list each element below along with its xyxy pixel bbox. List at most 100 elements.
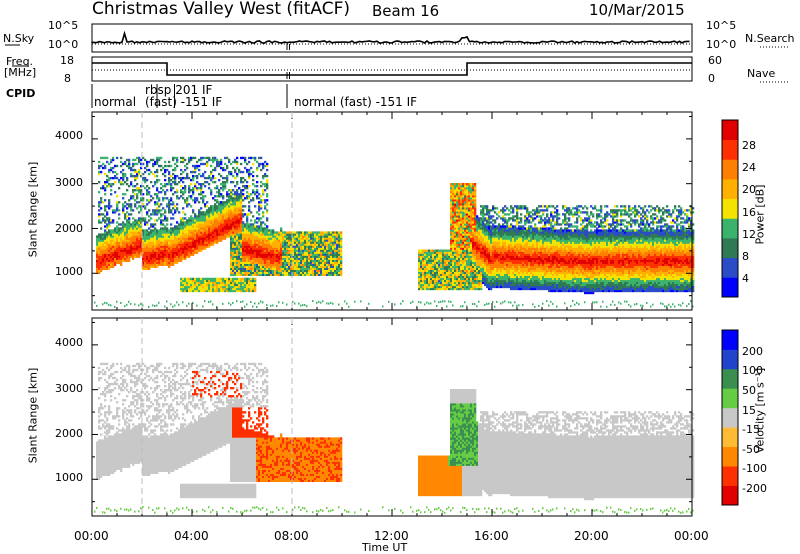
- power-cell: [252, 277, 255, 281]
- power-cell: [308, 247, 311, 250]
- power-cell: [128, 243, 131, 246]
- power-cell: [284, 265, 287, 268]
- power-cell: [424, 269, 427, 272]
- power-cell: [262, 235, 265, 238]
- power-cell: [230, 162, 233, 166]
- power-cell: [420, 253, 423, 256]
- power-cell: [106, 225, 109, 228]
- power-cell: [458, 283, 461, 287]
- power-cell: [130, 223, 133, 226]
- power-cell: [306, 231, 309, 234]
- power-cell: [456, 237, 459, 240]
- noise-cell: [298, 302, 300, 305]
- power-cell: [242, 259, 245, 262]
- power-cell: [464, 221, 467, 224]
- power-cell: [100, 243, 103, 246]
- power-cell: [464, 185, 467, 188]
- power-cell: [170, 229, 173, 232]
- power-cell: [230, 207, 233, 210]
- power-cell: [184, 253, 187, 256]
- power-cell: [468, 241, 471, 244]
- power-cell: [294, 267, 297, 270]
- power-cell: [198, 229, 201, 232]
- power-cell: [140, 231, 143, 234]
- power-cell: [122, 193, 125, 196]
- power-cell: [430, 259, 433, 262]
- power-cell: [112, 183, 115, 186]
- power-cell: [286, 253, 289, 256]
- power-cell: [112, 243, 115, 246]
- power-cell: [174, 168, 177, 172]
- power-cell: [234, 273, 237, 277]
- power-cell: [152, 164, 155, 168]
- power-cell: [244, 285, 247, 289]
- noise-cell: [300, 304, 302, 307]
- power-cell: [320, 235, 323, 238]
- power-cell: [466, 213, 469, 216]
- power-cell: [126, 251, 129, 254]
- power-cell: [266, 185, 269, 188]
- power-cell: [236, 166, 239, 170]
- power-cell: [296, 241, 299, 244]
- power-cell: [418, 279, 421, 283]
- power-cell: [116, 259, 119, 262]
- power-cell: [242, 199, 245, 202]
- power-cell: [152, 223, 155, 226]
- power-cell: [210, 158, 213, 162]
- power-cell: [244, 251, 247, 254]
- power-cell: [168, 172, 171, 176]
- power-cell: [232, 160, 235, 164]
- power-cell: [238, 199, 241, 202]
- power-cell: [130, 249, 133, 252]
- power-cell: [248, 277, 251, 281]
- power-cell: [256, 241, 259, 244]
- power-cell: [216, 287, 219, 291]
- power-cell: [332, 269, 335, 272]
- power-cell: [464, 209, 467, 212]
- power-cell: [258, 193, 261, 196]
- power-cell: [236, 241, 239, 244]
- power-cell: [434, 279, 437, 283]
- power-cell: [254, 241, 257, 244]
- power-cell: [228, 207, 231, 210]
- power-cell: [304, 241, 307, 244]
- power-cell: [126, 243, 129, 246]
- power-cell: [204, 180, 207, 184]
- power-cell: [150, 231, 153, 234]
- power-cell: [312, 247, 315, 250]
- power-cell: [310, 237, 313, 240]
- power-cell: [258, 164, 261, 168]
- power-cell: [222, 195, 225, 198]
- power-cell: [440, 249, 443, 252]
- power-cell: [324, 233, 327, 236]
- power-cell: [244, 257, 247, 260]
- power-cell: [450, 249, 453, 252]
- power-cell: [242, 281, 245, 285]
- power-cell: [276, 239, 279, 242]
- power-cell: [472, 241, 475, 244]
- power-cell: [186, 245, 189, 248]
- power-cell: [98, 170, 101, 174]
- power-cell: [134, 235, 137, 238]
- power-cell: [420, 267, 423, 270]
- power-cell: [338, 249, 341, 252]
- power-cell: [320, 265, 323, 268]
- power-cell: [454, 223, 457, 226]
- power-cell: [294, 255, 297, 258]
- power-cell: [274, 255, 277, 258]
- power-cell: [110, 249, 113, 252]
- power-cell: [460, 249, 463, 252]
- power-cell: [150, 257, 153, 260]
- power-cell: [232, 273, 235, 277]
- power-cell: [212, 241, 215, 244]
- power-cell: [172, 158, 175, 162]
- power-cell: [184, 191, 187, 194]
- power-cell: [452, 253, 455, 256]
- power-cell: [168, 265, 171, 268]
- power-cell: [228, 160, 231, 164]
- power-cell: [468, 251, 471, 254]
- power-cell: [180, 189, 183, 192]
- power-cell: [238, 195, 241, 198]
- power-cell: [466, 193, 469, 196]
- power-cell: [438, 269, 441, 272]
